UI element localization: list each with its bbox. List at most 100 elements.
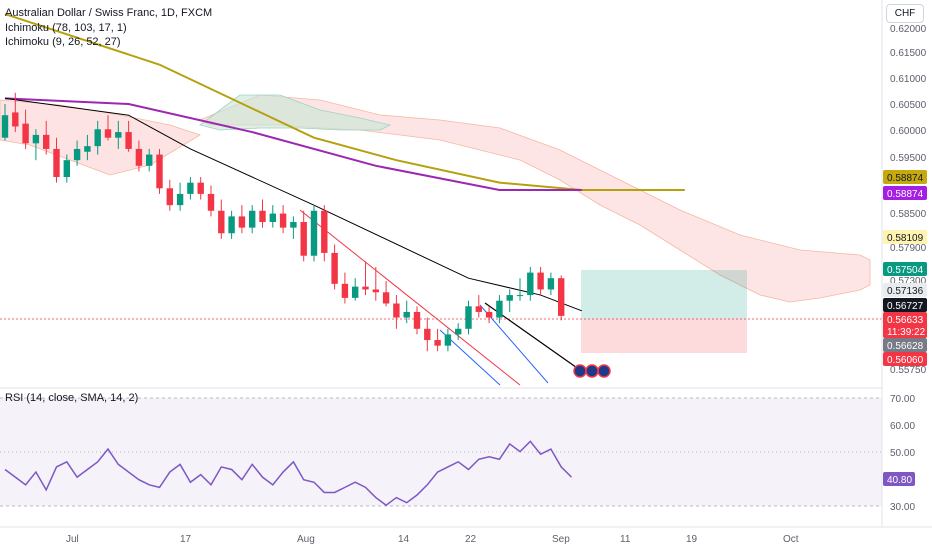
candle-up[interactable] (455, 329, 461, 335)
candle-down[interactable] (105, 129, 111, 137)
candle-down[interactable] (167, 188, 173, 205)
economic-events[interactable] (574, 365, 610, 377)
candle-down[interactable] (537, 273, 543, 290)
candle-down[interactable] (393, 304, 399, 318)
candle-down[interactable] (424, 329, 430, 340)
time-axis-label: Sep (552, 534, 570, 545)
price-badge-text: 0.56060 (887, 355, 924, 366)
candle-up[interactable] (404, 312, 410, 318)
indicator-legend-2[interactable]: Ichimoku (9, 26, 52, 27) (5, 36, 121, 48)
price-badge-text: 0.58874 (887, 173, 924, 184)
rsi-axis-label: 30.00 (890, 502, 915, 513)
candle-down[interactable] (22, 124, 28, 144)
au-flag-icon[interactable] (586, 365, 598, 377)
position-profit-zone[interactable] (581, 270, 747, 319)
candle-down[interactable] (301, 222, 307, 256)
price-axis-label: 0.62000 (890, 24, 927, 35)
rsi-value-text: 40.80 (887, 475, 912, 486)
candle-down[interactable] (125, 132, 131, 149)
candle-up[interactable] (228, 216, 234, 233)
candle-up[interactable] (445, 334, 451, 345)
rsi-axis-label: 70.00 (890, 394, 915, 405)
time-axis-label: 14 (398, 534, 410, 545)
rsi-legend[interactable]: RSI (14, close, SMA, 14, 2) (5, 392, 138, 404)
candle-up[interactable] (507, 295, 513, 301)
price-badge-text: 0.56628 (887, 341, 924, 352)
time-axis-label: 22 (465, 534, 477, 545)
time-axis-label: Jul (66, 534, 79, 545)
candle-up[interactable] (64, 160, 70, 177)
price-badge-text: 0.58874 (887, 189, 924, 200)
candle-down[interactable] (43, 135, 49, 149)
currency-button[interactable]: CHF (886, 4, 924, 23)
candle-down[interactable] (362, 287, 368, 290)
price-badge-text: 11:39:22 (887, 327, 926, 338)
position-loss-zone[interactable] (581, 319, 747, 353)
chart-canvas[interactable]: Australian Dollar / Swiss Franc, 1D, FXC… (0, 0, 932, 550)
candle-down[interactable] (239, 216, 245, 227)
candle-up[interactable] (352, 287, 358, 298)
candle-up[interactable] (249, 211, 255, 228)
candle-up[interactable] (115, 132, 121, 138)
candle-up[interactable] (84, 146, 90, 152)
price-axis-label: 0.59500 (890, 153, 927, 164)
price-badges: 0.58874 0.58874 0.58109 0.57504 0.57136 0.567… (883, 170, 927, 366)
au-flag-icon[interactable] (598, 365, 610, 377)
candle-down[interactable] (476, 306, 482, 312)
chart-title[interactable]: Australian Dollar / Swiss Franc, 1D, FXC… (5, 7, 212, 19)
price-axis-label: 0.60000 (890, 126, 927, 137)
au-flag-icon[interactable] (574, 365, 586, 377)
time-axis-label: 19 (686, 534, 698, 545)
candle-down[interactable] (53, 149, 59, 177)
candle-up[interactable] (465, 306, 471, 328)
price-badge-text: 0.57136 (887, 286, 924, 297)
candle-up[interactable] (33, 135, 39, 143)
price-axis-label: 0.61500 (890, 48, 927, 59)
candle-up[interactable] (74, 149, 80, 160)
candle-up[interactable] (95, 129, 101, 146)
price-axis-label: 0.57900 (890, 243, 927, 254)
candle-down[interactable] (383, 292, 389, 303)
price-badge-text: 0.56727 (887, 301, 924, 312)
candle-up[interactable] (187, 183, 193, 194)
candle-up[interactable] (527, 273, 533, 295)
candle-down[interactable] (434, 340, 440, 346)
candle-down[interactable] (218, 211, 224, 233)
candle-up[interactable] (290, 222, 296, 228)
candle-down[interactable] (342, 284, 348, 298)
candle-up[interactable] (496, 301, 502, 318)
candle-down[interactable] (321, 211, 327, 253)
candle-down[interactable] (136, 149, 142, 166)
candle-down[interactable] (156, 155, 162, 189)
price-axis-label: 0.61000 (890, 74, 927, 85)
candle-up[interactable] (517, 295, 523, 296)
time-axis-label: Aug (297, 534, 315, 545)
candle-up[interactable] (177, 194, 183, 205)
price-axis-label: 0.60500 (890, 100, 927, 111)
candle-up[interactable] (146, 155, 152, 166)
candle-down[interactable] (331, 253, 337, 284)
candle-up[interactable] (548, 278, 554, 289)
time-axis-label: 17 (180, 534, 192, 545)
time-axis-label: Oct (783, 534, 799, 545)
candle-down[interactable] (280, 214, 286, 228)
candle-down[interactable] (486, 312, 492, 318)
price-badge-text: 0.58109 (887, 233, 924, 244)
price-badge-text: 0.57504 (887, 265, 924, 276)
indicator-legend-1[interactable]: Ichimoku (78, 103, 17, 1) (5, 22, 127, 34)
trend-line-red[interactable] (300, 210, 520, 385)
candle-down[interactable] (373, 289, 379, 292)
candle-down[interactable] (259, 211, 265, 222)
candle-down[interactable] (208, 194, 214, 211)
candle-down[interactable] (12, 112, 18, 126)
rsi-axis-label: 50.00 (890, 448, 915, 459)
price-axis-label: 0.55750 (890, 365, 927, 376)
candle-down[interactable] (414, 312, 420, 329)
rsi-axis-label: 60.00 (890, 421, 915, 432)
candle-down[interactable] (558, 278, 564, 316)
candle-up[interactable] (311, 211, 317, 256)
time-axis-label: 11 (620, 534, 631, 545)
candle-up[interactable] (270, 214, 276, 222)
candle-up[interactable] (2, 115, 8, 137)
candle-down[interactable] (198, 183, 204, 194)
